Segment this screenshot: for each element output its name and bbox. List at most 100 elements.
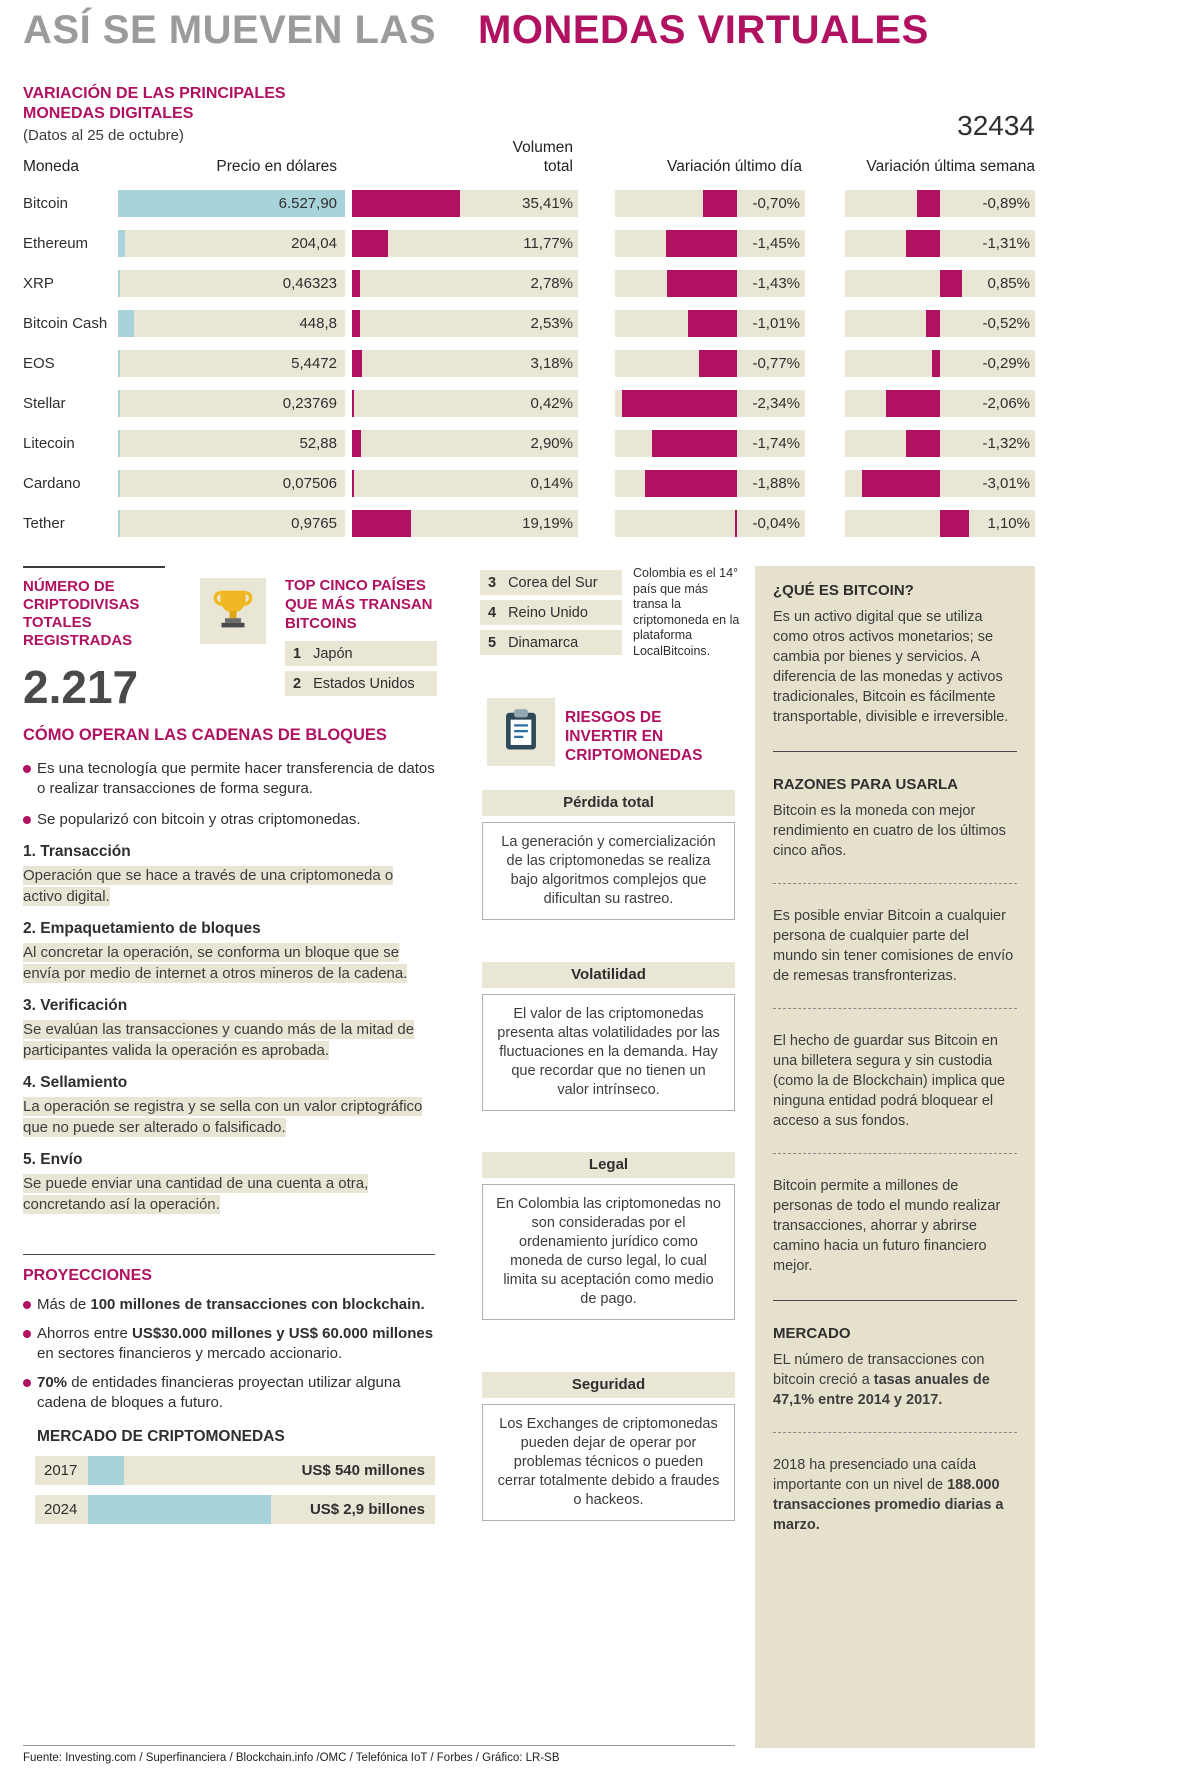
week-variation-value: -0,29%	[982, 355, 1030, 372]
table-title-line2: MONEDAS DIGITALES	[23, 105, 194, 122]
volume-cell: 19,19%	[352, 510, 578, 537]
week-variation-cell: 1,10%	[845, 510, 1035, 537]
divider-solid	[773, 751, 1017, 752]
risk-text-volatilidad: El valor de las criptomonedas presenta a…	[482, 994, 735, 1111]
volume-cell: 11,77%	[352, 230, 578, 257]
que-es-bitcoin-text: Es un activo digital que se utiliza como…	[773, 609, 1009, 725]
volume-value: 11,77%	[523, 235, 573, 252]
week-variation-bar	[905, 430, 940, 457]
price-value: 0,07506	[282, 475, 337, 492]
price-value: 0,46323	[282, 275, 337, 292]
crypto-market-title: MERCADO DE CRIPTOMONEDAS	[37, 1428, 285, 1445]
source-credit: Fuente: Investing.com / Superfinanciera …	[23, 1752, 560, 1764]
divider-dashed	[773, 1432, 1017, 1433]
blockchain-step-5: 5. Envío Se puede enviar una cantidad de…	[23, 1151, 435, 1215]
trophy-icon	[210, 586, 256, 637]
price-value: 0,23769	[282, 395, 337, 412]
day-variation-bar	[651, 430, 737, 457]
footer-divider	[23, 1745, 735, 1746]
day-variation-bar	[666, 270, 737, 297]
day-variation-cell: -0,77%	[615, 350, 805, 377]
blockchain-section: CÓMO OPERAN LAS CADENAS DE BLOQUES Es un…	[23, 726, 435, 1215]
price-fill-bar	[118, 350, 120, 377]
coin-name: Cardano	[23, 475, 81, 492]
price-value: 448,8	[299, 315, 337, 332]
blockchain-step-2: 2. Empaquetamiento de bloques Al concret…	[23, 920, 435, 984]
price-cell: 0,9765	[118, 510, 345, 537]
day-variation-value: -1,43%	[752, 275, 800, 292]
price-value: 5,4472	[291, 355, 337, 372]
week-variation-cell: -0,29%	[845, 350, 1035, 377]
mercado-paragraph: EL número de transacciones con bitcoin c…	[773, 1352, 990, 1408]
price-value: 52,88	[299, 435, 337, 452]
day-variation-cell: -1,74%	[615, 430, 805, 457]
registered-cryptos-block: NÚMERO DE CRIPTODIVISAS TOTALES REGISTRA…	[23, 566, 165, 714]
day-variation-cell: -0,04%	[615, 510, 805, 537]
top5-item-5: 5 Dinamarca	[480, 630, 622, 655]
col-header-week-variation: Variación última semana	[866, 158, 1035, 175]
coin-name: Bitcoin	[23, 195, 69, 212]
coins-table: Bitcoin 6.527,90 35,41% -0,70% -0,89% Et…	[23, 190, 1035, 550]
week-variation-cell: -0,52%	[845, 310, 1035, 337]
week-variation-cell: 0,85%	[845, 270, 1035, 297]
week-variation-value: 1,10%	[987, 515, 1030, 532]
week-variation-cell: -1,32%	[845, 430, 1035, 457]
blockchain-bullet: Es una tecnología que permite hacer tran…	[23, 759, 435, 799]
price-cell: 52,88	[118, 430, 345, 457]
proyecciones-title: PROYECCIONES	[23, 1267, 152, 1284]
proyecciones-section: PROYECCIONES Más de 100 millones de tran…	[23, 1254, 435, 1422]
day-variation-value: -1,88%	[752, 475, 800, 492]
risk-header-seguridad: Seguridad	[482, 1372, 735, 1398]
table-row: Bitcoin Cash 448,8 2,53% -1,01% -0,52%	[23, 310, 1035, 337]
market-bar-row-2017: 2017 US$ 540 millones	[35, 1456, 435, 1485]
trophy-box	[200, 578, 266, 644]
price-cell: 204,04	[118, 230, 345, 257]
table-row: EOS 5,4472 3,18% -0,77% -0,29%	[23, 350, 1035, 377]
volume-cell: 2,78%	[352, 270, 578, 297]
week-variation-bar	[926, 310, 940, 337]
risk-header-legal: Legal	[482, 1152, 735, 1178]
day-variation-bar	[699, 350, 737, 377]
top5-item-4: 4 Reino Unido	[480, 600, 622, 625]
day-variation-cell: -1,45%	[615, 230, 805, 257]
razones-paragraph: Es posible enviar Bitcoin a cualquier pe…	[773, 908, 1014, 984]
risk-text-legal: En Colombia las criptomonedas no son con…	[482, 1184, 735, 1320]
day-variation-cell: -0,70%	[615, 190, 805, 217]
table-title: VARIACIÓN DE LAS PRINCIPALES MONEDAS DIG…	[23, 84, 286, 144]
col-header-day-variation: Variación último día	[667, 158, 802, 175]
divider-solid	[773, 1300, 1017, 1301]
price-value: 204,04	[291, 235, 337, 252]
price-fill-bar	[118, 390, 120, 417]
price-value: 6.527,90	[278, 195, 337, 212]
blockchain-title: CÓMO OPERAN LAS CADENAS DE BLOQUES	[23, 726, 387, 744]
market-bar	[88, 1456, 124, 1485]
week-variation-bar	[940, 510, 969, 537]
week-variation-bar	[905, 230, 940, 257]
divider-dashed	[773, 883, 1017, 884]
step-title: 1. Transacción	[23, 843, 131, 860]
day-variation-cell: -2,34%	[615, 390, 805, 417]
week-variation-cell: -2,06%	[845, 390, 1035, 417]
clipboard-icon	[498, 707, 544, 758]
mercado-title: MERCADO	[773, 1325, 851, 1342]
day-variation-value: -1,74%	[752, 435, 800, 452]
stray-number: 32434	[957, 110, 1035, 141]
col-header-volume: Volumen total	[512, 139, 573, 175]
volume-cell: 2,90%	[352, 430, 578, 457]
proyeccion-item: Ahorros entre US$30.000 millones y US$ 6…	[23, 1324, 435, 1364]
top5-item-1: 1 Japón	[285, 641, 437, 666]
day-variation-cell: -1,43%	[615, 270, 805, 297]
day-variation-cell: -1,88%	[615, 470, 805, 497]
table-title-line1: VARIACIÓN DE LAS PRINCIPALES	[23, 85, 286, 102]
week-variation-bar	[861, 470, 940, 497]
price-fill-bar	[118, 230, 126, 257]
volume-value: 0,14%	[530, 475, 573, 492]
day-variation-value: -0,77%	[752, 355, 800, 372]
coin-name: Tether	[23, 515, 65, 532]
volume-bar	[352, 470, 354, 497]
top5-title: TOP CINCO PAÍSES QUE MÁS TRANSAN BITCOIN…	[285, 577, 433, 632]
blockchain-step-3: 3. Verificación Se evalúan las transacci…	[23, 997, 435, 1061]
blockchain-step-4: 4. Sellamiento La operación se registra …	[23, 1074, 435, 1138]
top5-item-2: 2 Estados Unidos	[285, 671, 437, 696]
price-fill-bar	[118, 190, 345, 217]
